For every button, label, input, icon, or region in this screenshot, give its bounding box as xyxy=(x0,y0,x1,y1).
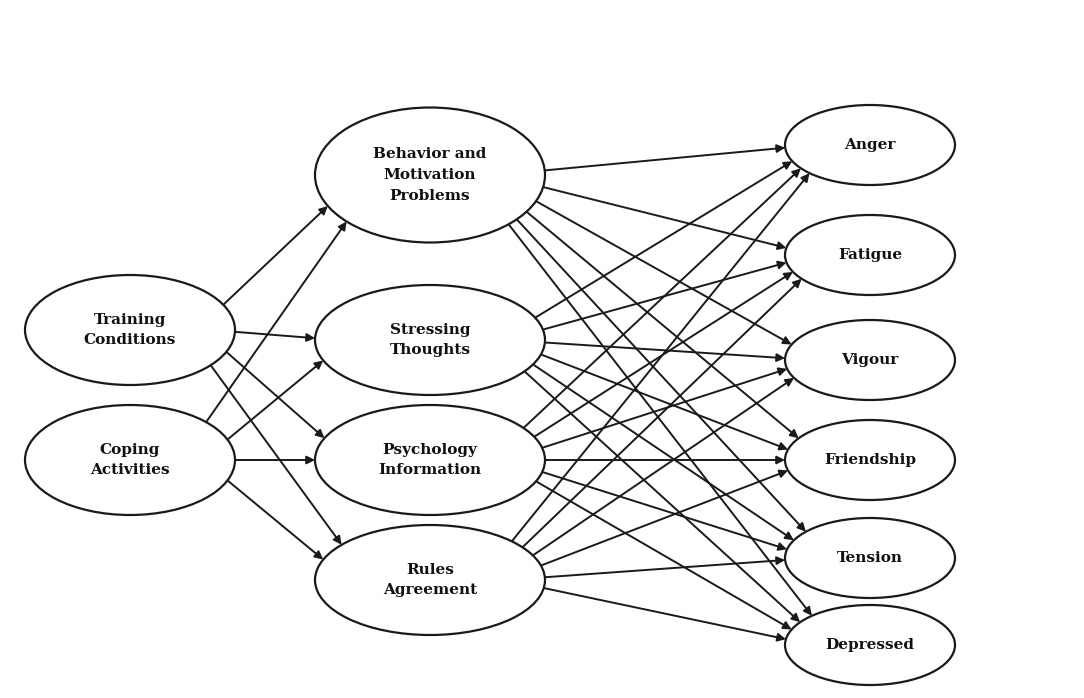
Ellipse shape xyxy=(785,420,955,500)
Ellipse shape xyxy=(315,285,545,395)
Text: Stressing
Thoughts: Stressing Thoughts xyxy=(389,322,470,357)
Ellipse shape xyxy=(785,605,955,685)
Text: Vigour: Vigour xyxy=(841,353,899,367)
Text: Depressed: Depressed xyxy=(826,638,915,652)
Ellipse shape xyxy=(785,105,955,185)
Ellipse shape xyxy=(315,405,545,515)
Ellipse shape xyxy=(785,518,955,598)
Ellipse shape xyxy=(785,215,955,295)
Text: Rules
Agreement: Rules Agreement xyxy=(383,563,477,597)
Text: Behavior and
Motivation
Problems: Behavior and Motivation Problems xyxy=(373,147,487,202)
Text: Tension: Tension xyxy=(837,551,903,565)
Text: Anger: Anger xyxy=(844,138,895,152)
Ellipse shape xyxy=(25,405,235,515)
Text: Friendship: Friendship xyxy=(824,453,916,467)
Text: Training
Conditions: Training Conditions xyxy=(83,313,177,348)
Ellipse shape xyxy=(25,275,235,385)
Text: Coping
Activities: Coping Activities xyxy=(90,443,170,477)
Ellipse shape xyxy=(315,525,545,635)
Ellipse shape xyxy=(315,107,545,242)
Text: Psychology
Information: Psychology Information xyxy=(378,443,481,477)
Text: Fatigue: Fatigue xyxy=(838,248,902,262)
Ellipse shape xyxy=(785,320,955,400)
